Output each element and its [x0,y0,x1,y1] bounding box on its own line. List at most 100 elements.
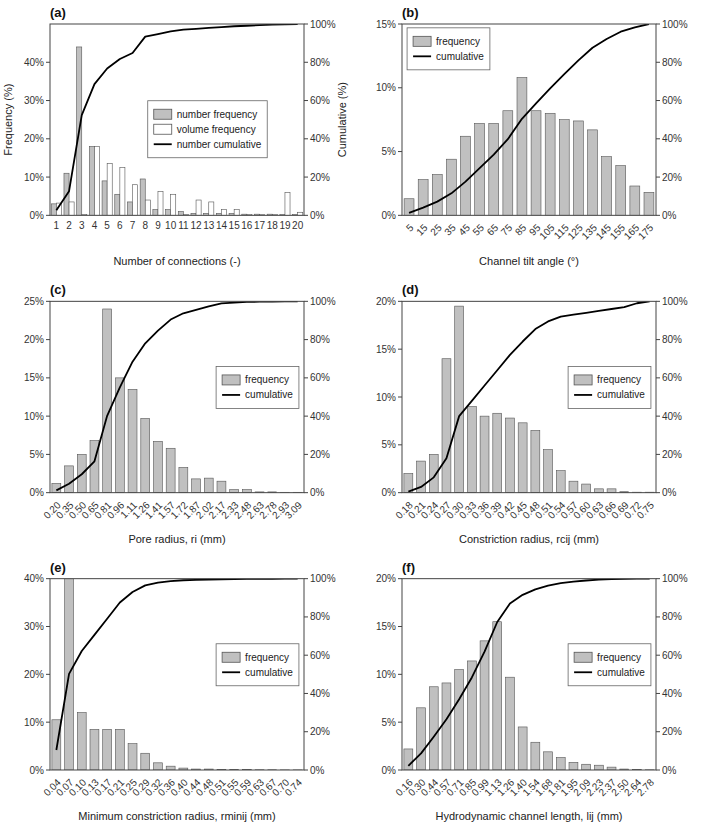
bar [166,448,175,492]
bar [559,120,569,216]
y-tick-label: 0% [30,210,45,221]
plot-background [402,301,656,492]
legend-entry: frequency [597,374,641,385]
y-tick [46,301,50,302]
y2-tick [656,177,660,178]
y-tick [46,492,50,493]
y2-tick [304,454,308,455]
bar [531,742,540,770]
y-tick [398,397,402,398]
bar [133,185,138,216]
bar [493,413,502,492]
x-axis-label: Number of connections (-) [113,255,240,267]
bar [140,179,145,215]
y2-tick-label: 40% [662,133,682,144]
bar [120,168,125,216]
y2-tick-label: 0% [662,487,677,498]
y2-tick [304,492,308,493]
x-tick-label: 3.09 [283,499,305,521]
bar [429,687,438,770]
x-tick-label: 16 [241,220,253,231]
y-tick [46,626,50,627]
cumulative-line [56,24,297,210]
y2-tick-label: 100% [310,296,336,307]
y2-tick [656,616,660,617]
x-axis-label: Hydrodynamic channel length, lij (mm) [435,810,622,822]
bar [158,192,163,216]
legend-entry: number cumulative [177,139,262,150]
panel-title: (d) [402,282,419,297]
y-tick [46,674,50,675]
y2-tick-label: 60% [662,372,682,383]
legend-box [148,101,267,158]
panel: 0%10%20%30%40%0%20%40%60%80%100%0.040.07… [24,560,336,822]
legend-entry: frequency [245,374,289,385]
bar [602,157,612,216]
x-tick-label: 4 [92,220,98,231]
y-tick [46,770,50,771]
x-tick-label: 12 [190,220,202,231]
y-tick-label: 30% [24,95,44,106]
y2-tick [304,655,308,656]
y2-tick-label: 80% [310,334,330,345]
y-tick-label: 20% [24,334,44,345]
y2-tick-label: 20% [662,726,682,737]
x-tick-label: 2.78 [635,776,657,798]
legend-entry: frequency [597,652,641,663]
y2-tick [304,377,308,378]
y2-tick-label: 100% [310,19,336,30]
bar [442,359,451,493]
legend-entry: frequency [436,36,480,47]
y2-tick [304,616,308,617]
plot-frame [50,301,304,492]
cumulative-line [408,579,649,766]
y2-tick-label: 60% [310,95,330,106]
plot-marks [404,24,654,215]
bar [480,416,489,493]
bar [145,200,150,215]
bar [518,423,527,493]
y-tick [398,722,402,723]
cumulative-line [409,24,649,213]
y2-tick [304,693,308,694]
y2-tick-label: 20% [310,172,330,183]
y2-tick-label: 40% [662,411,682,422]
y-tick-label: 0% [30,487,45,498]
y-tick-label: 10% [24,717,44,728]
y2-tick [656,416,660,417]
bar [446,159,456,215]
bar [103,729,112,770]
y-tick-label: 10% [376,669,396,680]
y2-tick-label: 60% [310,372,330,383]
y-tick [46,138,50,139]
y2-tick-label: 80% [662,611,682,622]
legend-swatch [154,109,172,119]
plot-frame [50,579,304,770]
legend-entry: cumulative [597,667,645,678]
legend-entry: frequency [245,652,289,663]
bar [285,192,290,215]
x-tick-label: 8 [142,220,148,231]
y-tick-label: 15% [376,344,396,355]
legend-entry: cumulative [245,389,293,400]
y2-tick [304,301,308,302]
legend-swatch [574,652,592,662]
legend-swatch [154,143,172,145]
bar [89,146,94,215]
x-axis-label: Pore radius, ri (mm) [128,533,225,545]
y2-tick [656,100,660,101]
plot-frame [402,24,656,215]
legend: frequencycumulative [407,28,490,70]
bar [503,111,513,216]
bar [518,727,527,770]
y-tick [46,454,50,455]
bar [77,713,86,770]
bar [141,418,150,492]
plot-frame [402,301,656,492]
x-tick-label: 20 [292,220,304,231]
y-axis-label: Frequency (%) [2,84,14,156]
bar [630,186,640,215]
y2-tick-label: 20% [662,172,682,183]
y2-tick [656,655,660,656]
legend: number frequencyvolume frequencynumber c… [148,101,267,158]
